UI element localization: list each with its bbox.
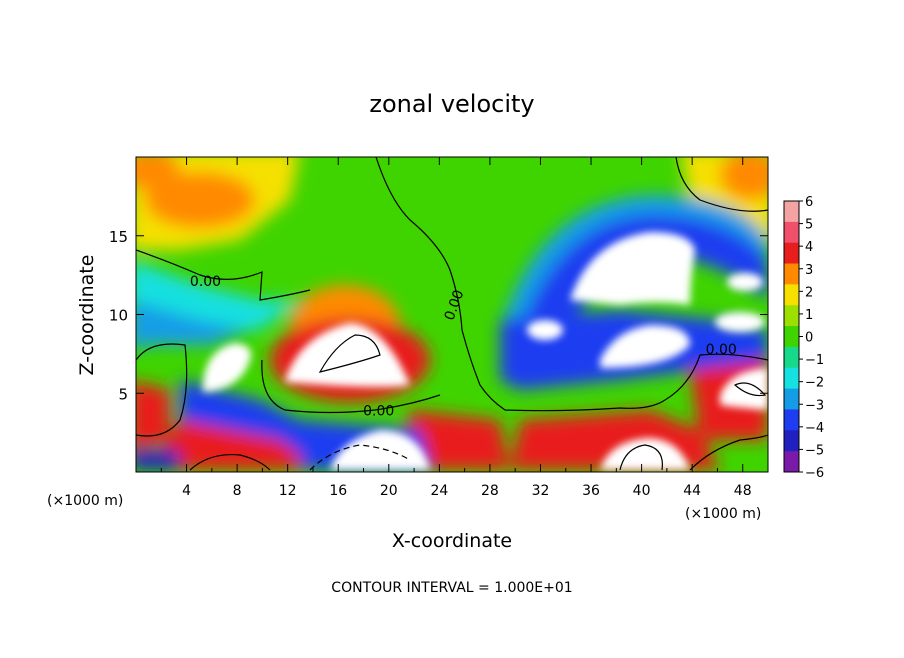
chart-title: zonal velocity	[369, 90, 534, 118]
colorbar-swatch-9	[784, 388, 799, 410]
colorbar-label-4: 2	[805, 285, 813, 300]
colorbar-label-12: −6	[805, 466, 824, 481]
colorbar-swatch-1	[784, 221, 799, 244]
x-tick-label-11: 48	[734, 483, 752, 499]
colorbar-swatch-4	[784, 284, 799, 306]
field-cyan-left	[136, 262, 300, 330]
contour-lines	[136, 157, 768, 471]
field-blue-left-edge	[136, 450, 180, 470]
contour-dashed-bottom	[309, 444, 411, 471]
x-tick-label-7: 32	[532, 483, 550, 499]
contour-inner-bottom	[619, 444, 663, 471]
x-tick-label-2: 12	[279, 483, 297, 499]
colorbar-label-6: 0	[805, 331, 813, 346]
contour-zero-upper-right	[675, 157, 768, 212]
field-red-bottom-mid	[400, 410, 510, 470]
white-blob-mid-right	[600, 325, 690, 368]
white-blob-right-edge	[720, 368, 768, 410]
contour-zero-center-lower	[261, 359, 441, 414]
white-blob-center	[285, 323, 410, 387]
colorbar-label-1: 5	[805, 218, 813, 233]
white-blob-upper-right	[570, 232, 695, 305]
x-axis: 4 8 12 16 20 24 28 32 36 40 44 48	[160, 157, 752, 499]
x-tick-label-8: 36	[582, 483, 600, 499]
colorbar-swatch-11	[784, 430, 799, 452]
contour-bottom-lower	[189, 453, 271, 471]
y-axis: 5 10 15	[109, 228, 768, 403]
colorbar-label-10: −4	[805, 421, 824, 436]
field-orange-upper-left	[145, 172, 255, 228]
colorbar-label-7: −1	[805, 353, 824, 368]
colorbar-swatch-3	[784, 263, 799, 285]
x-tick-label-6: 28	[481, 483, 499, 499]
y-tick-label-2: 15	[109, 228, 128, 246]
contour-inner-center	[318, 334, 381, 373]
x-tick-label-1: 8	[233, 483, 242, 499]
field-orange-corner-left	[136, 157, 180, 190]
colorbar-swatch-12	[784, 451, 799, 473]
plot-area: 0.000.000.000.00	[136, 157, 768, 472]
contour-zero-lower-left	[136, 343, 188, 437]
white-blob-bottom	[330, 430, 430, 470]
y-tick-label-1: 10	[109, 307, 128, 325]
contour-right-lower	[689, 434, 768, 471]
white-blob-small-right	[727, 273, 763, 291]
y-tick-label-0: 5	[118, 385, 128, 403]
x-unit-right: (×1000 m)	[685, 506, 761, 522]
contour-zero-center	[375, 157, 768, 412]
colorbar: 6 5 4 3 2 1 0 −1 −2 −3 −4 −5 −6	[783, 195, 824, 481]
x-tick-label-0: 4	[182, 483, 191, 499]
colorbar-swatch-8	[784, 367, 799, 390]
white-blob-small-left	[527, 320, 563, 340]
x-axis-label: X-coordinate	[392, 530, 512, 552]
field-red-lower	[150, 420, 320, 470]
colorbar-label-5: 1	[805, 308, 813, 323]
field-blue-left	[136, 301, 250, 349]
colorbar-label-8: −2	[805, 376, 824, 391]
colorbar-swatch-6	[784, 326, 799, 348]
field-cyan-arc-right	[500, 195, 768, 330]
colorbar-swatch-10	[784, 409, 799, 431]
contour-zero-left	[136, 249, 311, 301]
field-orange-upper-right	[720, 157, 768, 200]
contour-label-1: 0.00	[363, 403, 394, 419]
colorbar-label-3: 3	[805, 263, 813, 278]
white-blob-small-right-2	[715, 312, 765, 332]
colorbar-swatch-2	[784, 242, 799, 265]
x-tick-label-4: 20	[380, 483, 398, 499]
contour-label-0: 0.00	[190, 274, 221, 290]
colorbar-label-11: −5	[805, 443, 824, 458]
colorbar-swatch-7	[784, 346, 799, 369]
field-blue-arc-right	[520, 215, 768, 330]
saturated-regions	[203, 232, 768, 470]
colorbar-swatch-5	[784, 305, 799, 327]
x-tick-label-10: 44	[683, 483, 701, 499]
contour-label-2: 0.00	[706, 342, 737, 358]
colorbar-label-9: −3	[805, 398, 824, 413]
colorbar-label-2: 4	[805, 240, 813, 255]
colorbar-swatch-0	[784, 201, 799, 223]
x-unit-left: (×1000 m)	[47, 493, 123, 509]
contour-inner-right	[733, 382, 767, 397]
white-blob-left	[203, 343, 251, 392]
contour-interval-note: CONTOUR INTERVAL = 1.000E+01	[331, 580, 572, 596]
x-tick-label-5: 24	[430, 483, 448, 499]
x-tick-label-3: 16	[329, 483, 347, 499]
y-axis-label: Z-coordinate	[76, 255, 98, 376]
colorbar-label-0: 6	[805, 195, 813, 210]
x-tick-label-9: 40	[633, 483, 651, 499]
field-red-left-edge	[136, 381, 170, 449]
